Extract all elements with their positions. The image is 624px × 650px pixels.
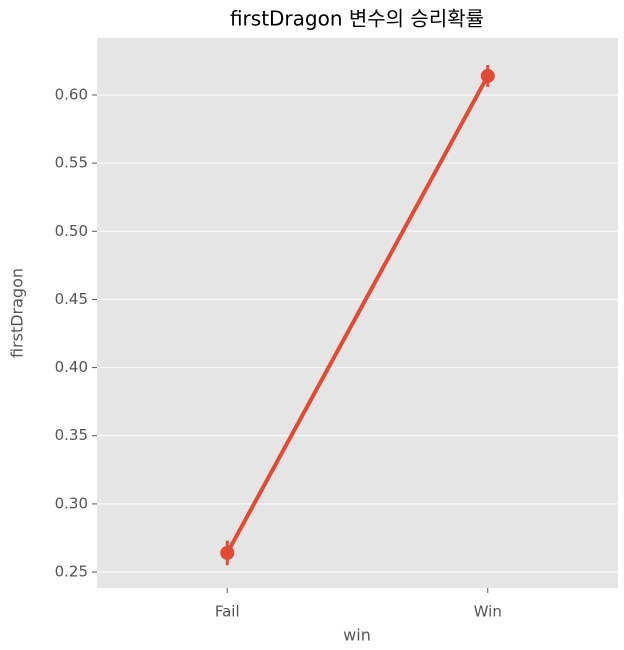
point <box>480 68 495 83</box>
y-tick-label: 0.40 <box>55 358 88 376</box>
y-tick-label: 0.30 <box>55 494 88 512</box>
line <box>225 74 490 554</box>
point <box>220 545 235 560</box>
x-axis-label: win <box>343 626 371 645</box>
chart-title: firstDragon 변수의 승리확률 <box>230 7 484 31</box>
y-axis-label: firstDragon <box>8 268 27 358</box>
y-tick-label: 0.50 <box>55 222 88 240</box>
y-tick-label: 0.60 <box>55 85 88 103</box>
y-tick-label: 0.45 <box>55 290 88 308</box>
y-tick-label: 0.25 <box>55 563 88 581</box>
x-tick-label: Fail <box>215 603 240 621</box>
x-tick-label: Win <box>474 603 502 621</box>
y-tick-label: 0.55 <box>55 154 88 172</box>
y-tick-label: 0.35 <box>55 426 88 444</box>
